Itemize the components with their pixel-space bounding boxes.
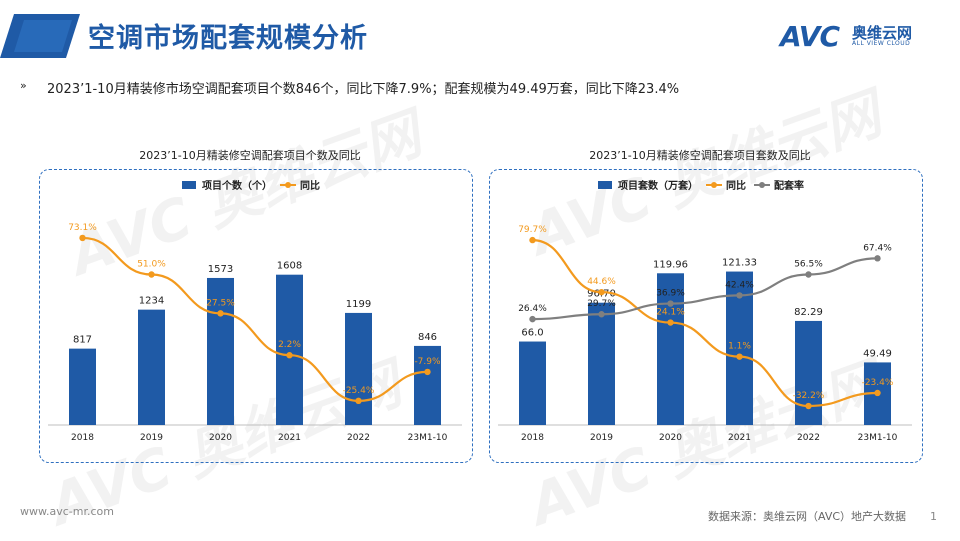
chart2-x-tick: 2022 bbox=[797, 433, 820, 443]
chart1-title: 2023’1-10月精装修空调配套项目个数及同比 bbox=[139, 149, 361, 162]
chart1-line-label: -25.4% bbox=[343, 386, 375, 396]
chart1-bar bbox=[138, 309, 165, 425]
chart1-bar bbox=[345, 312, 372, 425]
chart2-bar-label: 121.33 bbox=[722, 258, 757, 269]
chart2-line-point bbox=[529, 315, 536, 323]
chart2-line-label: 44.6% bbox=[587, 277, 616, 287]
chart1-bar-label: 1573 bbox=[208, 264, 233, 275]
chart2-bar bbox=[588, 302, 615, 425]
chart2-legend-label: 配套率 bbox=[774, 179, 804, 192]
chart2-x-tick: 2020 bbox=[659, 433, 682, 443]
chart1-x-tick: 2018 bbox=[71, 433, 94, 443]
chart1-line-point bbox=[217, 310, 224, 317]
chart1-bar bbox=[276, 274, 303, 425]
footer-source: 数据来源：奥维云网（AVC）地产大数据 bbox=[708, 510, 907, 523]
chart2-bar bbox=[519, 341, 546, 425]
chart1-legend-swatch bbox=[182, 181, 196, 189]
chart2-line-point bbox=[874, 389, 881, 397]
chart1-panel bbox=[39, 169, 473, 463]
chart1-line-label: 51.0% bbox=[137, 260, 166, 270]
chart2-line-label: 26.4% bbox=[518, 304, 547, 314]
chart2-line-point bbox=[736, 353, 743, 360]
chart1-line-1 bbox=[82, 236, 428, 402]
logo-mark: AVC bbox=[780, 20, 840, 53]
double-arrow-icon: » bbox=[20, 79, 27, 92]
chart2-line-label: 56.5% bbox=[794, 260, 823, 270]
chart2-line-point bbox=[598, 288, 605, 296]
chart2-legend-marker bbox=[759, 182, 765, 188]
chart2-panel bbox=[489, 169, 923, 463]
logo-en: ALL VIEW CLOUD bbox=[852, 40, 911, 47]
chart2-bar-label: 82.29 bbox=[794, 307, 823, 318]
chart2-bar bbox=[657, 273, 684, 425]
chart2-line-point bbox=[805, 271, 812, 278]
chart2-legend-swatch bbox=[598, 181, 612, 189]
chart2-bar-label: 66.0 bbox=[521, 328, 543, 339]
chart1-line-label: 27.5% bbox=[206, 298, 235, 308]
chart1-line-point bbox=[355, 397, 362, 405]
chart2-svg: 项目套数（万套）同比配套率66.0201896.702019119.962020… bbox=[498, 179, 912, 443]
chart1-x-tick: 2019 bbox=[140, 433, 163, 443]
chart1-line-point bbox=[79, 234, 86, 242]
avc-logo: AVC 奥维云网 ALL VIEW CLOUD bbox=[780, 20, 940, 53]
chart2-line-label: -23.4% bbox=[862, 378, 894, 388]
chart2-line-point bbox=[598, 311, 605, 318]
header-decoration bbox=[0, 14, 80, 58]
chart1-bar-label: 1234 bbox=[139, 296, 164, 307]
chart2-bar bbox=[795, 320, 822, 425]
chart1-bar bbox=[207, 277, 234, 425]
chart2-line-label: 67.4% bbox=[863, 243, 892, 253]
summary-text: 2023’1-10月精装修市场空调配套项目个数846个，同比下降7.9%；配套规… bbox=[47, 82, 680, 97]
chart2-x-tick: 2021 bbox=[728, 433, 751, 443]
chart2-title: 2023’1-10月精装修空调配套项目套数及同比 bbox=[589, 149, 811, 162]
chart2-line-label: 1.1% bbox=[728, 342, 751, 352]
chart2-line-label: 42.4% bbox=[725, 280, 754, 290]
chart2-line-point bbox=[667, 300, 674, 307]
chart1-x-tick: 2021 bbox=[278, 433, 301, 443]
chart1-line-label: 2.2% bbox=[278, 340, 301, 350]
chart2-line-label: 36.9% bbox=[656, 289, 685, 299]
chart1-line-point bbox=[148, 271, 155, 278]
chart2-line-1 bbox=[532, 239, 878, 408]
chart1-bar-label: 817 bbox=[73, 335, 92, 346]
chart1-bar bbox=[69, 348, 96, 425]
chart2-line-label: 24.1% bbox=[656, 308, 685, 318]
chart1-svg: 项目个数（个） 同比 817 2018 1234 2019 1573 2020 1608 2021… bbox=[48, 179, 462, 443]
chart1-x-tick: 2022 bbox=[347, 433, 370, 443]
chart2-legend-label: 同比 bbox=[726, 179, 746, 192]
chart2-bar-label: 119.96 bbox=[653, 259, 688, 270]
chart1-bar-label: 1199 bbox=[346, 299, 371, 310]
chart1-line-label: 73.1% bbox=[68, 223, 97, 233]
chart2-line-point bbox=[736, 292, 743, 299]
chart1-bar bbox=[414, 345, 441, 425]
chart1-bar-label: 846 bbox=[418, 332, 437, 343]
chart2-x-tick: 2018 bbox=[521, 433, 544, 443]
chart2-bar-label: 49.49 bbox=[863, 348, 892, 359]
chart1-line-point bbox=[286, 352, 293, 359]
chart1-x-tick: 23M1-10 bbox=[408, 433, 448, 443]
chart1-legend-label: 项目个数（个） bbox=[202, 179, 272, 192]
chart1-line-point bbox=[424, 368, 431, 376]
page-number: 1 bbox=[930, 510, 937, 523]
chart2-legend-marker bbox=[711, 182, 717, 188]
chart2-line-2 bbox=[532, 257, 878, 321]
chart2-line-point bbox=[874, 255, 881, 262]
chart2-line-point bbox=[805, 402, 812, 410]
chart2-line-point bbox=[529, 236, 536, 244]
chart1-x-tick: 2020 bbox=[209, 433, 232, 443]
logo-cn: 奥维云网 bbox=[852, 24, 913, 42]
chart1-legend-label: 同比 bbox=[300, 179, 320, 192]
chart2-line-label: 29.7% bbox=[587, 299, 616, 309]
chart2-line-label: -32.2% bbox=[793, 391, 825, 401]
chart2-x-tick: 23M1-10 bbox=[858, 433, 898, 443]
chart2-line-label: 79.7% bbox=[518, 225, 547, 235]
footer-url[interactable]: www.avc-mr.com bbox=[20, 505, 114, 518]
chart2-legend-label: 项目套数（万套） bbox=[618, 179, 698, 192]
chart1-bar-label: 1608 bbox=[277, 261, 302, 272]
chart1-legend-marker bbox=[285, 182, 291, 188]
chart2-line-point bbox=[667, 319, 674, 326]
page-title: 空调市场配套规模分析 bbox=[88, 23, 368, 54]
chart1-line-label: -7.9% bbox=[414, 357, 441, 367]
chart2-x-tick: 2019 bbox=[590, 433, 613, 443]
